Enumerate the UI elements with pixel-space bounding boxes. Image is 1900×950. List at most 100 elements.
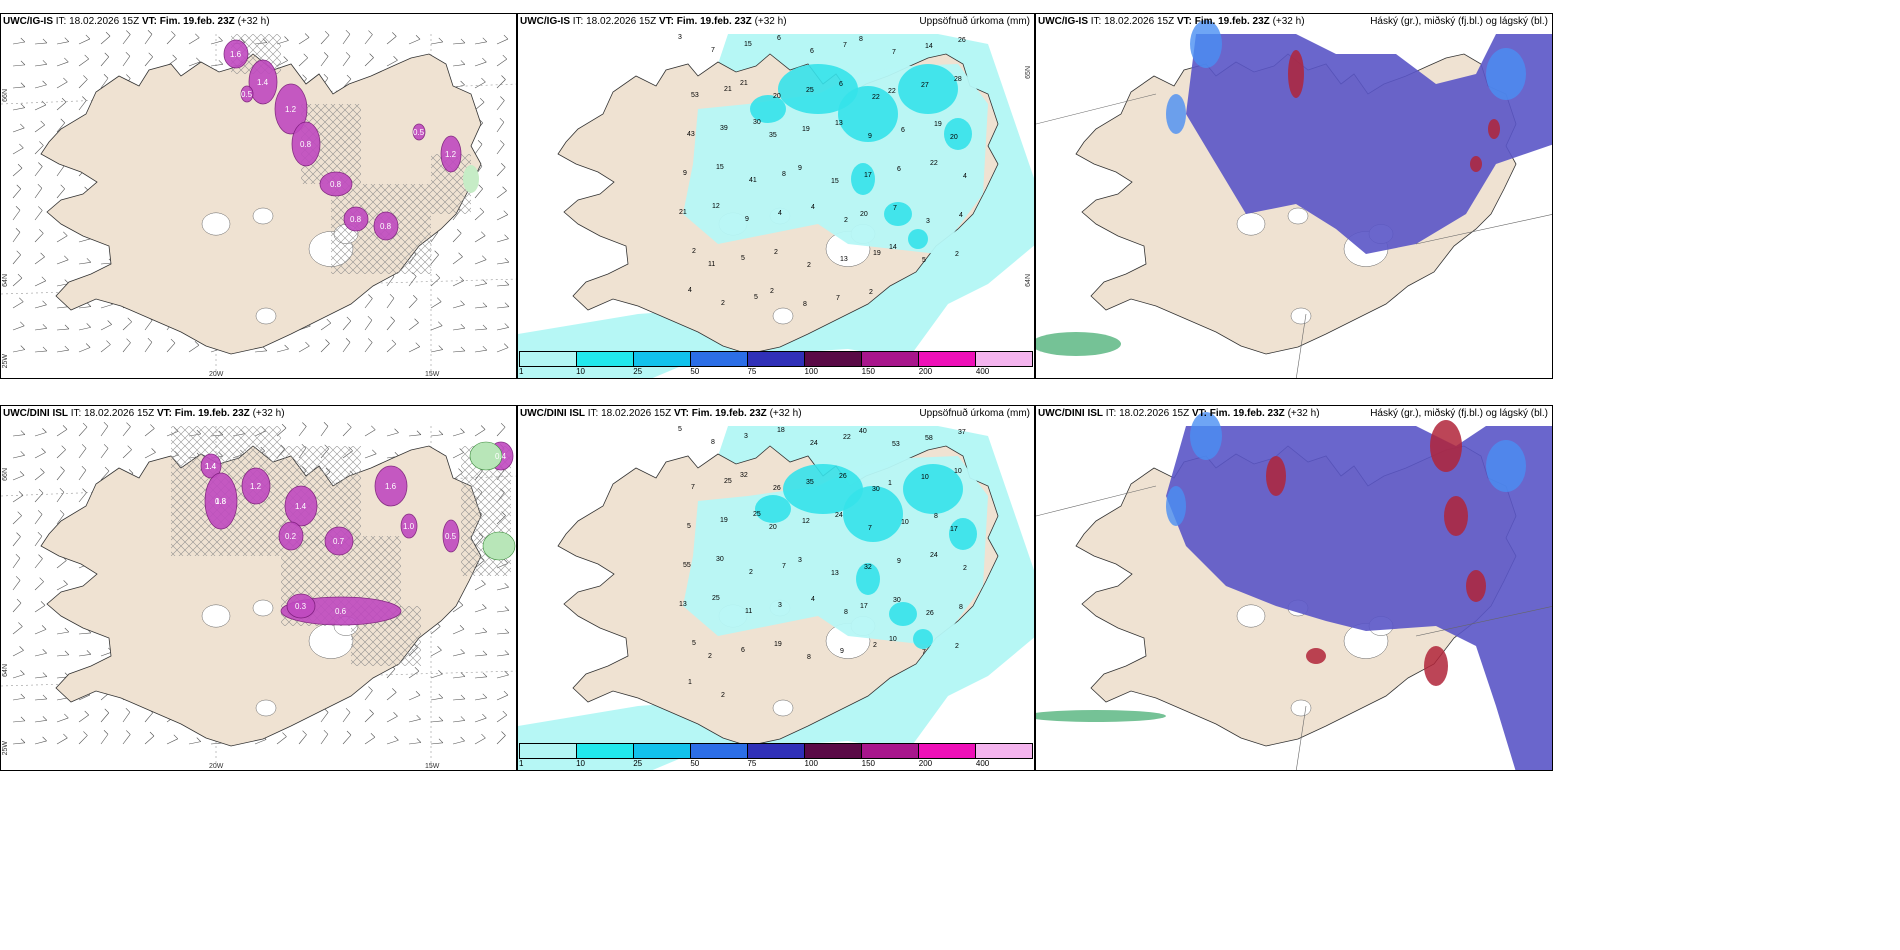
snow-label: 0.8 bbox=[330, 180, 342, 189]
precip-cluster bbox=[755, 495, 791, 523]
precip-value: 12 bbox=[712, 203, 720, 210]
legend-tick: 25 bbox=[633, 759, 643, 768]
lon-label: 20W bbox=[209, 763, 224, 770]
precip-cluster bbox=[851, 163, 875, 195]
legend-swatch bbox=[862, 744, 919, 758]
precip-cluster bbox=[778, 64, 858, 114]
precip-value: 7 bbox=[892, 49, 896, 56]
legend-tick: 400 bbox=[975, 367, 990, 376]
panel-6-subtitle: Háský (gr.), miðský (fj.bl.) og lágský (… bbox=[1370, 408, 1548, 419]
precip-value: 21 bbox=[740, 80, 748, 87]
snow-blob bbox=[278, 521, 304, 551]
legend-swatch bbox=[691, 352, 748, 366]
legend-swatch bbox=[520, 744, 577, 758]
precip-value: 8 bbox=[782, 171, 786, 178]
precip-value: 1 bbox=[688, 679, 692, 686]
snow-blob bbox=[241, 467, 271, 505]
legend-tick: 200 bbox=[918, 759, 933, 768]
legend-swatch bbox=[919, 352, 976, 366]
legend-swatch bbox=[634, 352, 691, 366]
legend-tick: 10 bbox=[576, 759, 586, 768]
panel-2-title: UWC/IG-IS IT: 18.02.2026 15Z VT: Fim. 19… bbox=[520, 16, 787, 27]
snow-label: 0.6 bbox=[335, 607, 347, 616]
glacier bbox=[1290, 307, 1312, 325]
glacier bbox=[255, 307, 277, 325]
legend-swatch bbox=[805, 352, 862, 366]
precip-value: 19 bbox=[774, 641, 782, 648]
precip-value: 18 bbox=[777, 427, 785, 434]
legend-swatch bbox=[976, 352, 1032, 366]
snow-label: 0.8 bbox=[215, 497, 227, 506]
precip-value: 17 bbox=[950, 526, 958, 533]
snow-blob bbox=[412, 123, 426, 141]
precip-value: 2 bbox=[807, 262, 811, 269]
snow-label: 1.8 bbox=[215, 497, 227, 506]
precip-value: 3 bbox=[798, 557, 802, 564]
precip-value: 8 bbox=[711, 439, 715, 446]
precip-value: 8 bbox=[934, 513, 938, 520]
precip-cluster bbox=[838, 86, 898, 142]
map-grid bbox=[1295, 705, 1307, 770]
precip-value: 8 bbox=[844, 609, 848, 616]
precip-value: 7 bbox=[836, 295, 840, 302]
precip-value: 30 bbox=[716, 556, 724, 563]
high-cloud bbox=[1488, 119, 1500, 139]
legend-tick: 75 bbox=[747, 367, 757, 376]
snow-blob bbox=[400, 513, 418, 539]
panel-1-title: UWC/IG-IS IT: 18.02.2026 15Z VT: Fim. 19… bbox=[3, 16, 270, 27]
precip-value: 22 bbox=[872, 94, 880, 101]
precip-value: 7 bbox=[868, 525, 872, 532]
precip-value: 13 bbox=[840, 256, 848, 263]
precip-heavy bbox=[750, 64, 972, 249]
map-grid bbox=[1415, 606, 1552, 637]
map-grid bbox=[1295, 313, 1307, 378]
precip-value: 9 bbox=[683, 170, 687, 177]
lat-label: 25W bbox=[2, 741, 9, 756]
panel-5: UWC/DINI ISL IT: 18.02.2026 15Z VT: Fim.… bbox=[517, 405, 1035, 771]
precip-value: 7 bbox=[711, 47, 715, 54]
precip-value: 15 bbox=[716, 164, 724, 171]
lon-label: 15W bbox=[425, 371, 440, 378]
precip-value: 20 bbox=[950, 134, 958, 141]
snow-blob bbox=[223, 39, 249, 69]
precip-value: 2 bbox=[844, 217, 848, 224]
snow-label: 0.4 bbox=[495, 452, 507, 461]
snow-label: 0.7 bbox=[333, 537, 345, 546]
precip-value: 13 bbox=[835, 120, 843, 127]
snow-label: 1.4 bbox=[257, 78, 269, 87]
precip-value: 19 bbox=[873, 250, 881, 257]
mid-cloud bbox=[1166, 94, 1186, 134]
glacier bbox=[252, 207, 274, 225]
precip-value: 24 bbox=[810, 440, 818, 447]
legend-tick: 25 bbox=[633, 367, 643, 376]
precip-value: 25 bbox=[806, 87, 814, 94]
precip-value: 5 bbox=[922, 257, 926, 264]
glacier bbox=[201, 212, 231, 236]
panel-4-title: UWC/DINI ISL IT: 18.02.2026 15Z VT: Fim.… bbox=[3, 408, 285, 419]
precip-value: 20 bbox=[860, 211, 868, 218]
precip-value: 6 bbox=[897, 166, 901, 173]
precip-value: 6 bbox=[777, 35, 781, 42]
precip-value: 2 bbox=[869, 289, 873, 296]
precip-value: 4 bbox=[959, 212, 963, 219]
precip-value: 3 bbox=[678, 34, 682, 41]
precip-value: 2 bbox=[873, 642, 877, 649]
high-cloud-band bbox=[1036, 332, 1121, 356]
precip-value: 2 bbox=[774, 249, 778, 256]
snowfall-areas: 1.41.81.21.40.71.61.00.50.40.60.30.21.40… bbox=[200, 441, 516, 626]
high-cloud bbox=[1288, 50, 1304, 98]
precip-value: 7 bbox=[843, 42, 847, 49]
rain-patch bbox=[469, 441, 503, 471]
snow-label: 0.3 bbox=[295, 602, 307, 611]
precip-value: 8 bbox=[859, 36, 863, 43]
snow-blob bbox=[343, 206, 369, 232]
snow-blob bbox=[374, 465, 408, 507]
map-grid bbox=[1415, 214, 1552, 245]
glacier bbox=[1236, 604, 1266, 628]
lat-label: 64N bbox=[1025, 274, 1032, 287]
precip-value: 5 bbox=[692, 640, 696, 647]
precip-value: 30 bbox=[893, 597, 901, 604]
cloud-map bbox=[1036, 20, 1552, 378]
precip-value: 13 bbox=[831, 570, 839, 577]
precip-value: 25 bbox=[724, 478, 732, 485]
